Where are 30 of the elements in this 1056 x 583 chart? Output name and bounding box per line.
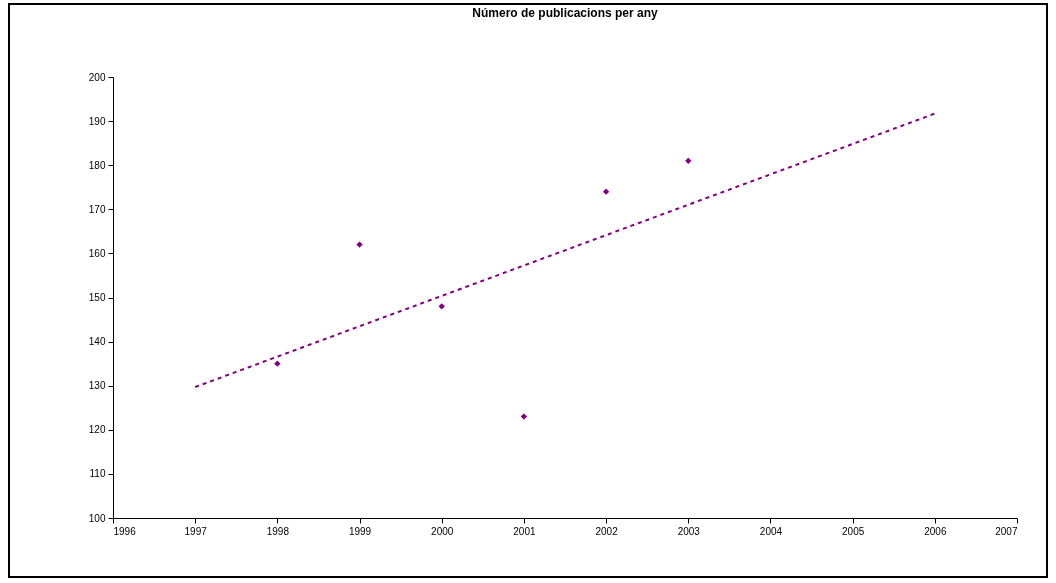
x-tick-label: 2004 (759, 525, 783, 537)
x-tick-label: 1996 (113, 525, 137, 537)
y-tick-label: 200 (88, 71, 106, 83)
y-tick-label: 190 (88, 115, 106, 127)
chart-title: Número de publicacions per any (472, 6, 659, 20)
point (685, 157, 692, 164)
point (520, 413, 528, 420)
x-tick-label: 2001 (513, 525, 536, 537)
x-tick-label: 2007 (995, 525, 1018, 537)
point (438, 303, 445, 310)
x-tick-label: 1998 (266, 525, 290, 537)
point (274, 360, 281, 367)
point (602, 188, 610, 195)
y-tick-label: 150 (88, 292, 106, 303)
x-tick-label: 1999 (348, 525, 372, 537)
y-tick-label: 140 (88, 336, 106, 348)
x-tick-label: 2005 (842, 525, 865, 537)
x-tick-label: 2003 (677, 525, 701, 537)
y-tick-label: 120 (88, 424, 106, 436)
x-tick-label: 2002 (595, 525, 619, 537)
y-tick-label: 110 (89, 468, 106, 480)
y-tick-label: 130 (88, 380, 106, 392)
y-tick-label: 160 (88, 247, 106, 259)
x-tick-label: 1997 (184, 525, 208, 537)
x-tick-label: 2006 (924, 525, 947, 537)
y-tick-label: 170 (88, 203, 106, 215)
y-tick-label: 100 (88, 512, 106, 524)
x-tick-label: 2000 (431, 525, 454, 537)
y-tick-label: 180 (88, 159, 106, 171)
point (356, 241, 363, 248)
